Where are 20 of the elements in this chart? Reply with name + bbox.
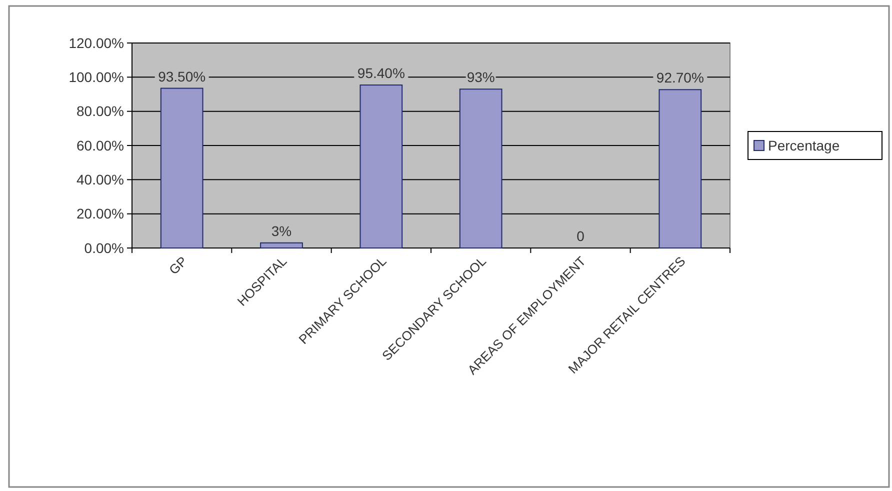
bar	[658, 89, 702, 248]
y-tick-label: 80.00%	[76, 103, 124, 120]
data-label: 3%	[271, 222, 292, 239]
bar	[459, 88, 502, 248]
data-label: 93.50%	[158, 68, 206, 84]
data-label: 0	[576, 228, 585, 244]
y-tick-label: 20.00%	[76, 206, 124, 222]
y-tick-label: 40.00%	[76, 172, 124, 188]
y-tick-label: 60.00%	[76, 137, 124, 154]
data-label: 92.70%	[656, 70, 704, 86]
y-tick-label: 100.00%	[68, 69, 124, 86]
x-tick-label: GP	[166, 254, 190, 278]
bar	[360, 84, 403, 248]
data-label: 95.40%	[357, 65, 405, 82]
bar	[160, 88, 204, 248]
data-label: 93%	[466, 69, 495, 86]
y-tick-label: 120.00%	[68, 34, 124, 51]
bar	[260, 242, 303, 248]
y-tick-label: 0.00%	[84, 240, 124, 256]
legend-label: Percentage	[768, 137, 840, 154]
